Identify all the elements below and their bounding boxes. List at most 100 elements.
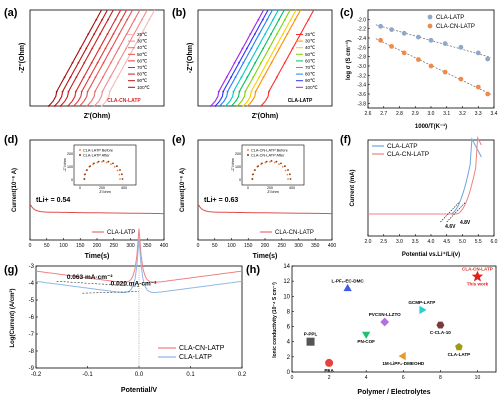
tick-label-f-x: 6.0 <box>491 239 498 245</box>
point-label-h: P-PPL <box>304 332 318 337</box>
eis-marker-b <box>244 90 247 93</box>
legend-entry-a: 25℃ <box>137 32 148 37</box>
onset-label-2: 4.8V <box>460 220 471 226</box>
inset-point-e <box>278 163 280 166</box>
point-c-1 <box>442 69 448 75</box>
tick-label-d-x: 0 <box>29 243 32 249</box>
tick-label-d-x: 300 <box>126 243 135 249</box>
tick-label-d-x: 350 <box>143 243 152 249</box>
legend-entry-a: 30℃ <box>137 39 148 44</box>
inset-tick-e: 100 <box>235 165 241 169</box>
inset-tick-d: 100 <box>67 165 73 169</box>
tick-label-e-x: 400 <box>328 243 337 249</box>
eis-marker-b <box>270 33 272 35</box>
legend-entry-e: CLA-CN-LATP <box>275 230 314 236</box>
inset-point-e <box>284 169 287 172</box>
xlabel-g: Potential/V <box>121 387 158 394</box>
eis-marker-a <box>126 18 129 21</box>
point-c-1 <box>485 91 491 97</box>
ylabel-b: -Z''(Ohm) <box>187 43 194 74</box>
inset-point-d <box>121 178 124 180</box>
eis-marker-b <box>238 90 241 93</box>
eis-marker-a <box>72 105 75 107</box>
legend-entry-a: 80℃ <box>137 72 148 77</box>
xlabel-e: Time(s) <box>253 253 278 260</box>
eis-marker-a <box>110 47 113 50</box>
inset-point-d <box>83 178 86 180</box>
tick-label-g-y: -5 <box>29 298 35 304</box>
inset-xlabel-d: Z'/ohm <box>99 190 111 194</box>
eis-marker-a <box>104 47 107 50</box>
tick-label-f-x: 2.5 <box>380 239 387 245</box>
inset-point-e <box>261 162 263 165</box>
legend-entry-b: 100℃ <box>305 85 319 90</box>
xlabel-c: 1000/T(K⁻¹) <box>415 123 447 130</box>
eis-marker-b <box>256 47 259 50</box>
eis-marker-b <box>274 47 276 50</box>
inset-point-e <box>257 165 259 168</box>
tick-label-c-x: 3.4 <box>491 111 498 117</box>
legend-b: 25℃ 30℃40℃ 50℃60℃ 70℃ 80℃90℃ 100℃ <box>296 32 319 90</box>
onset-label-1: 4.6V <box>445 224 456 230</box>
legend-entry-d: CLA-LATP <box>107 230 135 236</box>
tick-label-c-x: 2.9 <box>412 111 419 117</box>
eis-marker-a <box>102 76 104 79</box>
eis-marker-a <box>55 90 58 93</box>
point-label-h: 1M-LiPF₆-DMEOHD <box>382 361 425 366</box>
eis-curve-b-1 <box>247 9 301 107</box>
eis-marker-b <box>238 61 240 64</box>
eis-marker-a <box>101 90 104 93</box>
marker-pea <box>325 358 334 367</box>
eis-marker-b <box>258 76 260 79</box>
eis-marker-b <box>257 18 260 21</box>
tick-label-h-y: 0 <box>287 370 291 376</box>
inset-point-d <box>96 161 99 164</box>
point-c-1 <box>378 37 383 43</box>
tick-label-c-y: -2.2 <box>357 27 366 33</box>
tick-label-g-x: 0.0 <box>135 372 144 378</box>
eis-marker-a <box>88 76 91 79</box>
inset-point-d <box>116 165 118 168</box>
legend-entry-f: CLA-LATP <box>387 143 418 150</box>
eis-curve-b-7 <box>214 9 269 107</box>
tick-label-g-y: -8 <box>29 349 35 355</box>
eis-marker-a <box>125 33 128 35</box>
xlabel-a: Z'(Ohm) <box>84 113 111 120</box>
eis-marker-b <box>278 18 280 21</box>
eis-marker-b <box>278 47 281 50</box>
eis-marker-b <box>248 61 251 64</box>
eis-marker-a <box>91 47 94 50</box>
eis-curve-a-0 <box>101 9 156 107</box>
tli-annotation-e: tLi+ = 0.63 <box>204 197 238 204</box>
marker-pvcsn-llzto <box>380 317 390 327</box>
inset-point-d <box>84 173 86 176</box>
eis-marker-a <box>100 105 103 107</box>
eis-marker-a <box>102 61 105 64</box>
tick-label-f-x: 5.5 <box>475 239 482 245</box>
eis-marker-a <box>85 47 88 50</box>
tick-label-h-y: 6 <box>287 325 291 331</box>
exchange-current-2: 0.020 mA·cm⁻² <box>111 281 158 288</box>
eis-marker-a <box>118 33 121 35</box>
tli-annotation-d: tLi+ = 0.54 <box>36 197 70 204</box>
eis-marker-a <box>148 18 151 21</box>
marker-p-ppl <box>306 337 315 346</box>
eis-curve-b-5 <box>225 9 279 107</box>
eis-marker-b <box>268 47 270 50</box>
tick-label-c-x: 2.6 <box>365 111 372 117</box>
eis-marker-b <box>266 61 268 64</box>
legend-entry-a: 90℃ <box>137 78 148 83</box>
panel-label-c: (c) <box>340 7 354 19</box>
inset-point-d <box>105 161 108 164</box>
panel-d: 0 50 100 150 200 250 300 350 400 CLA-LATP tLi+ = 0… <box>12 139 168 260</box>
tick-label-h-x: 4 <box>365 375 368 381</box>
eis-marker-a <box>79 47 82 50</box>
eis-marker-a <box>108 90 111 93</box>
eis-marker-a <box>109 76 112 79</box>
eis-marker-b <box>234 76 237 79</box>
panel-b: 25℃ 30℃40℃ 50℃60℃ 70℃ 80℃90℃ 100℃ CLA-LATP Z'… <box>187 9 333 120</box>
eis-curve-a-7 <box>54 9 108 107</box>
current-curve-d <box>29 203 164 215</box>
legend-entry-b: 80℃ <box>305 72 316 77</box>
marker-pn-cof <box>362 331 371 339</box>
